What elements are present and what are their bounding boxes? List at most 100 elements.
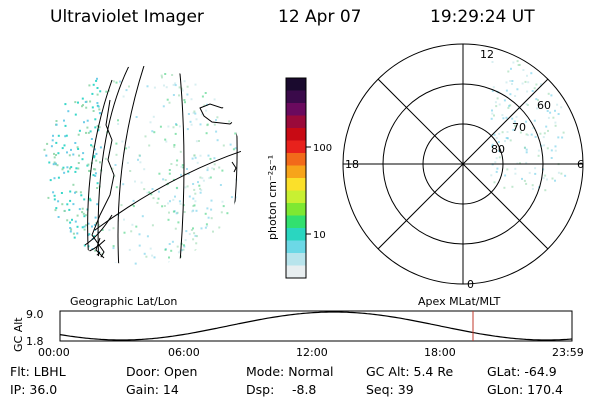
- colorbar-swatch: [286, 190, 306, 204]
- emission-point: [89, 100, 92, 103]
- emission-point: [96, 187, 99, 189]
- emission-point: [175, 164, 178, 167]
- emission-point: [213, 163, 216, 166]
- emission-point: [496, 167, 499, 170]
- emission-point: [503, 99, 506, 102]
- emission-point: [186, 185, 189, 188]
- emission-point: [194, 83, 197, 86]
- emission-point: [560, 106, 563, 109]
- dsp-value: -8.8: [292, 382, 317, 397]
- emission-point: [554, 121, 557, 124]
- emission-point: [506, 137, 509, 140]
- emission-point: [526, 104, 529, 106]
- emission-point: [557, 113, 560, 115]
- emission-point: [129, 170, 132, 172]
- emission-point: [76, 225, 79, 228]
- emission-point: [550, 149, 553, 152]
- emission-point: [511, 185, 514, 188]
- emission-point: [168, 243, 171, 245]
- emission-point: [53, 198, 56, 201]
- emission-point: [537, 149, 540, 152]
- emission-point: [494, 161, 497, 164]
- emission-point: [180, 165, 183, 168]
- emission-point: [174, 82, 177, 85]
- emission-point: [192, 238, 195, 241]
- emission-point: [551, 177, 554, 180]
- emission-point: [80, 194, 83, 197]
- emission-point: [69, 227, 72, 229]
- colorbar-swatch: [286, 215, 306, 229]
- emission-point: [226, 212, 229, 215]
- emission-point: [502, 117, 505, 120]
- emission-point: [97, 224, 100, 227]
- emission-point: [184, 101, 186, 104]
- emission-point: [207, 154, 210, 157]
- emission-point: [186, 93, 189, 96]
- emission-point: [189, 120, 192, 123]
- emission-point: [215, 130, 218, 133]
- emission-point: [89, 130, 92, 133]
- emission-point: [81, 226, 84, 229]
- emission-point: [514, 95, 517, 97]
- emission-point: [504, 174, 507, 177]
- emission-point: [543, 144, 546, 147]
- emission-point: [57, 152, 60, 155]
- mlat-label-70: 70: [512, 121, 526, 134]
- emission-point: [219, 184, 222, 186]
- emission-point: [204, 212, 207, 215]
- emission-point: [526, 74, 528, 77]
- emission-point: [55, 120, 58, 122]
- emission-point: [93, 168, 95, 171]
- emission-point: [168, 172, 171, 175]
- emission-point: [77, 101, 79, 104]
- emission-point: [165, 86, 168, 89]
- emission-point: [72, 183, 75, 186]
- emission-point: [93, 155, 96, 158]
- emission-point: [125, 147, 128, 150]
- emission-point: [92, 83, 95, 86]
- emission-point: [228, 120, 231, 123]
- emission-point: [562, 131, 565, 134]
- emission-point: [521, 82, 524, 85]
- emission-point: [66, 166, 69, 169]
- emission-point: [53, 161, 56, 164]
- emission-point: [196, 161, 199, 164]
- emission-point: [87, 131, 90, 134]
- emission-point: [153, 86, 156, 89]
- emission-point: [187, 113, 190, 115]
- emission-point: [74, 142, 77, 144]
- emission-point: [547, 116, 550, 119]
- emission-point: [514, 167, 517, 170]
- colorbar-swatch: [286, 128, 306, 141]
- emission-point: [168, 211, 170, 214]
- emission-point: [135, 225, 138, 228]
- emission-point: [196, 235, 198, 238]
- emission-point: [164, 179, 167, 181]
- emission-point: [546, 110, 549, 112]
- emission-point: [125, 89, 128, 92]
- emission-point: [72, 203, 75, 206]
- coastline: [231, 161, 237, 173]
- colorbar-swatch: [286, 228, 306, 241]
- emission-point: [51, 139, 54, 142]
- emission-point: [145, 255, 148, 258]
- emission-point: [56, 164, 59, 167]
- emission-point: [50, 145, 53, 148]
- emission-point: [157, 190, 160, 193]
- emission-point: [199, 187, 202, 190]
- emission-point: [547, 129, 549, 132]
- emission-point: [192, 197, 195, 200]
- emission-point: [85, 106, 88, 109]
- emission-point: [91, 225, 93, 228]
- emission-point: [126, 161, 129, 164]
- emission-point: [557, 136, 560, 139]
- colorbar-swatch: [286, 240, 306, 254]
- emission-point: [179, 202, 182, 205]
- emission-point: [215, 119, 217, 122]
- emission-point: [88, 84, 91, 87]
- colorbar-label-100: 100: [313, 143, 332, 154]
- emission-point: [222, 144, 225, 147]
- emission-point: [525, 103, 528, 106]
- emission-point: [153, 131, 156, 134]
- emission-point: [96, 125, 99, 127]
